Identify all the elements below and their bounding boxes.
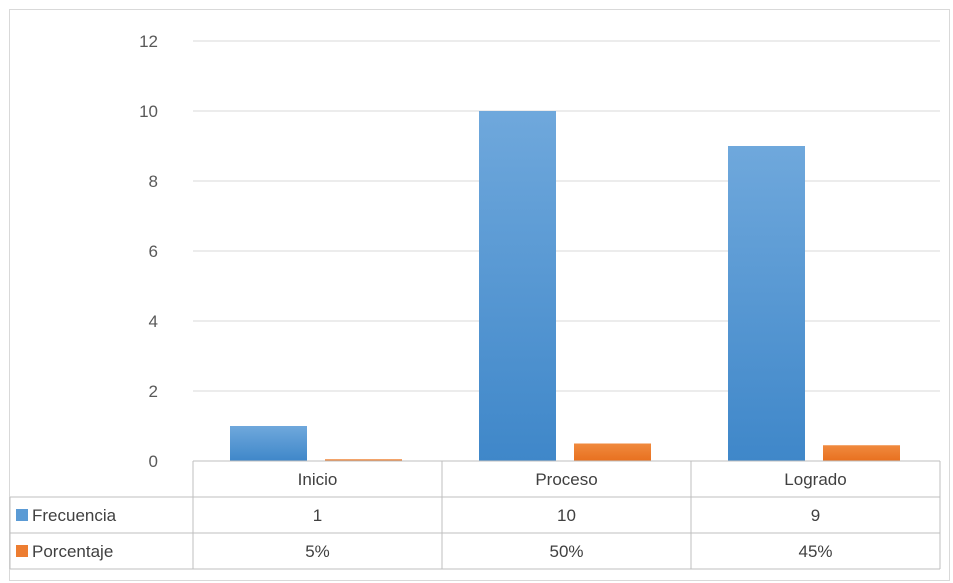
bar-porcentaje-proceso [574,443,651,461]
bar-porcentaje-logrado [823,445,900,461]
y-tick-label: 0 [149,452,158,471]
gridlines [193,40,940,392]
legend-label: Porcentaje [32,542,113,561]
legend-label: Frecuencia [32,506,117,525]
y-tick-label: 2 [149,382,158,401]
data-label: 50% [549,542,583,561]
bar-porcentaje-inicio [325,459,402,461]
y-tick-label: 12 [139,32,158,51]
bar-frecuencia-inicio [230,426,307,461]
x-tick-label: Inicio [298,470,338,489]
y-tick-label: 8 [149,172,158,191]
x-tick-label: Proceso [535,470,597,489]
data-table: Inicio Proceso Logrado Frecuencia 1 10 9 Porcen… [9,460,941,570]
y-axis-ticks: 0 2 4 6 8 10 12 [139,32,158,471]
data-label: 10 [557,506,576,525]
bar-frecuencia-proceso [479,111,556,461]
data-label: 9 [811,506,820,525]
data-label: 45% [798,542,832,561]
data-label: 5% [305,542,330,561]
y-tick-label: 10 [139,102,158,121]
x-tick-label: Logrado [784,470,846,489]
legend-key-frecuencia [16,509,28,521]
y-tick-label: 4 [149,312,158,331]
data-label: 1 [313,506,322,525]
legend-key-porcentaje [16,545,28,557]
bars [230,111,900,461]
y-tick-label: 6 [149,242,158,261]
bar-frecuencia-logrado [728,146,805,461]
